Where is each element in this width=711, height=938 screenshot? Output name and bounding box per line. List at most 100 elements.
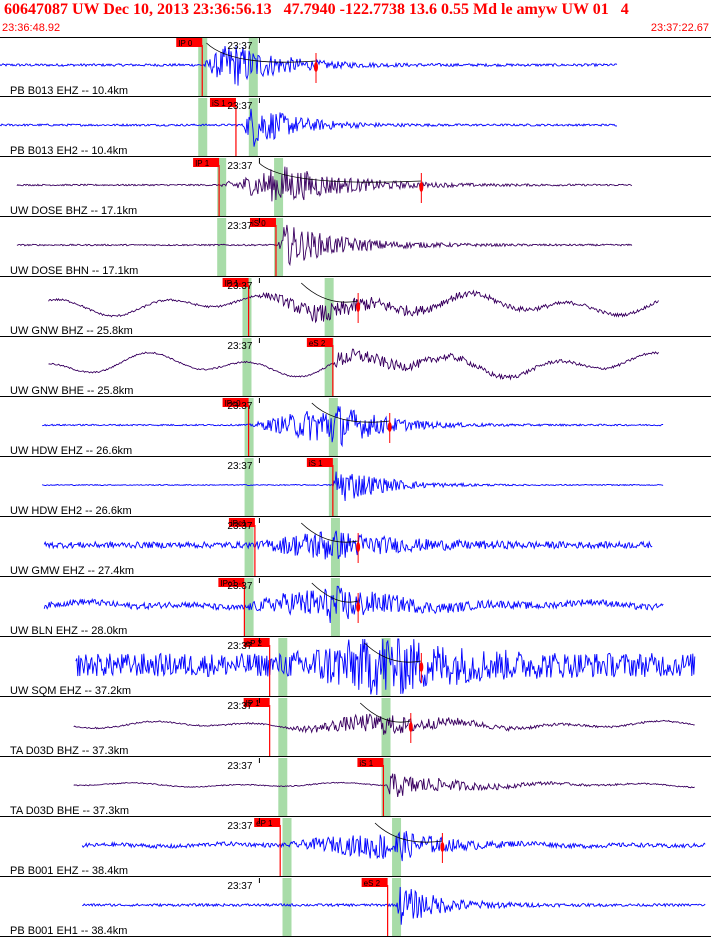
- waveform-trace: [0, 108, 618, 147]
- waveform-trace: [73, 713, 695, 735]
- trace-panel: eP 223:37 UW SQM EHZ -- 37.2km: [0, 638, 711, 697]
- start-time: 23:36:48.92: [2, 22, 61, 34]
- time-tick-label: 23:37: [227, 221, 252, 232]
- end-time: 23:37:22.67: [650, 22, 709, 34]
- trace-panel: iS 1 23:37 UW HDW EH2 -- 26.6km: [0, 458, 711, 517]
- phase-window-band: [217, 158, 227, 217]
- coda-end-dot: [440, 842, 445, 852]
- phase-window-band: [274, 218, 284, 277]
- waveform-trace: [43, 530, 653, 560]
- time-tick-label: 23:37: [227, 641, 252, 652]
- coda-end-dot: [387, 422, 392, 432]
- trace-panel: IP 1 23:37 UW DOSE BHZ -- 17.1km: [0, 158, 711, 217]
- pick-label-box: [222, 278, 249, 287]
- pick-label: iS 0: [252, 219, 266, 228]
- waveform-trace: [16, 166, 633, 202]
- trace-panel: IP 123:37 TA D03D BHZ -- 37.3km: [0, 698, 711, 757]
- waveform-trace: [0, 45, 618, 86]
- trace-panel: IP 123:37 UW GNW BHZ -- 25.8km: [0, 278, 711, 337]
- coda-end-dot: [314, 62, 318, 72]
- time-tick-label: 23:37: [227, 341, 252, 352]
- time-tick-label: 23:37: [227, 521, 252, 532]
- time-tick-label: 23:37: [227, 101, 252, 112]
- pick-label: iPc1: [231, 519, 247, 528]
- phase-window-band: [274, 158, 284, 217]
- pick-label-box: [193, 158, 220, 167]
- time-tick-label: 23:37: [227, 401, 252, 412]
- phase-window-band: [248, 38, 258, 97]
- pick-label-box: [254, 818, 281, 827]
- pick-label-box: [243, 638, 270, 647]
- pick-label: eP 1: [256, 819, 273, 828]
- pick-label: iS 1: [212, 99, 226, 108]
- trace-panel: IP 0 23:37 PB B013 EHZ -- 10.4km: [0, 38, 711, 97]
- header: 60647087 UW Dec 10, 2013 23:36:56.13 47.…: [0, 0, 711, 37]
- waveform-trace: [81, 830, 706, 862]
- pick-label: IP 0: [178, 39, 193, 48]
- time-tick-label: 23:37: [227, 161, 252, 172]
- coda-curve: [300, 522, 359, 543]
- waveform-trace: [82, 886, 706, 925]
- coda-curve: [258, 162, 422, 183]
- pick-label: IPc0: [225, 399, 242, 408]
- pick-label-box: [306, 338, 333, 347]
- pick-label: eP 2: [246, 639, 263, 648]
- trace-panel: iS 023:37 UW DOSE BHN -- 17.1km: [0, 218, 711, 277]
- waveform-trace: [41, 471, 664, 502]
- phase-window-band: [392, 878, 402, 937]
- time-tick-label: 23:37: [227, 41, 252, 52]
- coda-end-dot: [408, 722, 413, 732]
- pick-label: iS 1: [359, 759, 373, 768]
- channel-label: PB B001 EH1 -- 38.4km: [10, 925, 127, 937]
- pick-label: eS 2: [309, 339, 326, 348]
- coda-end-dot: [356, 542, 361, 552]
- coda-curve: [311, 582, 359, 603]
- phase-window-band: [330, 518, 340, 577]
- coda-curve: [300, 282, 359, 303]
- coda-end-dot: [356, 302, 361, 312]
- pick-label-box: [361, 878, 388, 887]
- channel-label: TA D03D BHZ -- 37.3km: [10, 745, 128, 757]
- coda-curve: [374, 822, 443, 843]
- pick-label: IP 1: [246, 699, 261, 708]
- time-tick-label: 23:37: [227, 761, 252, 772]
- phase-window-band: [282, 878, 292, 937]
- coda-end-dot: [419, 182, 424, 192]
- channel-label: UW HDW EH2 -- 26.6km: [10, 505, 132, 517]
- phase-window-band: [244, 578, 254, 637]
- phase-window-band: [242, 278, 252, 337]
- time-tick-label: 23:37: [227, 821, 252, 832]
- coda-end-dot: [419, 662, 424, 672]
- waveform-trace: [42, 406, 664, 448]
- phase-window-band: [324, 278, 334, 337]
- phase-window-band: [217, 218, 227, 277]
- coda-curve: [364, 642, 422, 663]
- pick-label-box: [222, 398, 249, 407]
- channel-label: UW GMW EHZ -- 27.4km: [10, 565, 134, 577]
- channel-label: UW DOSE BHZ -- 17.1km: [10, 205, 137, 217]
- event-title: 60647087 UW Dec 10, 2013 23:36:56.13 47.…: [4, 1, 629, 18]
- pick-label-box: [243, 698, 270, 707]
- channel-label: PB B001 EHZ -- 38.4km: [10, 865, 128, 877]
- channel-label: UW GNW BHE -- 25.8km: [10, 385, 133, 397]
- time-tick-label: 23:37: [227, 701, 252, 712]
- channel-label: TA D03D BHE -- 37.3km: [10, 805, 129, 817]
- phase-window-band: [328, 398, 338, 457]
- trace-panel: eS 2 23:37 PB B001 EH1 -- 38.4km: [0, 878, 711, 937]
- phase-window-band: [282, 818, 292, 877]
- waveform-trace: [75, 638, 696, 696]
- channel-label: UW DOSE BHN -- 17.1km: [10, 265, 138, 277]
- time-tick-label: 23:37: [227, 461, 252, 472]
- pick-label: IPc1: [220, 579, 237, 588]
- pick-label-box: [176, 38, 203, 47]
- pick-label-box: [357, 758, 384, 767]
- channel-label: PB B013 EH2 -- 10.4km: [10, 145, 127, 157]
- trace-panel: iS 1 23:37 TA D03D BHE -- 37.3km: [0, 758, 711, 817]
- pick-label-box: [306, 458, 333, 467]
- pick-label: iS 1: [309, 459, 323, 468]
- time-tick-label: 23:37: [227, 881, 252, 892]
